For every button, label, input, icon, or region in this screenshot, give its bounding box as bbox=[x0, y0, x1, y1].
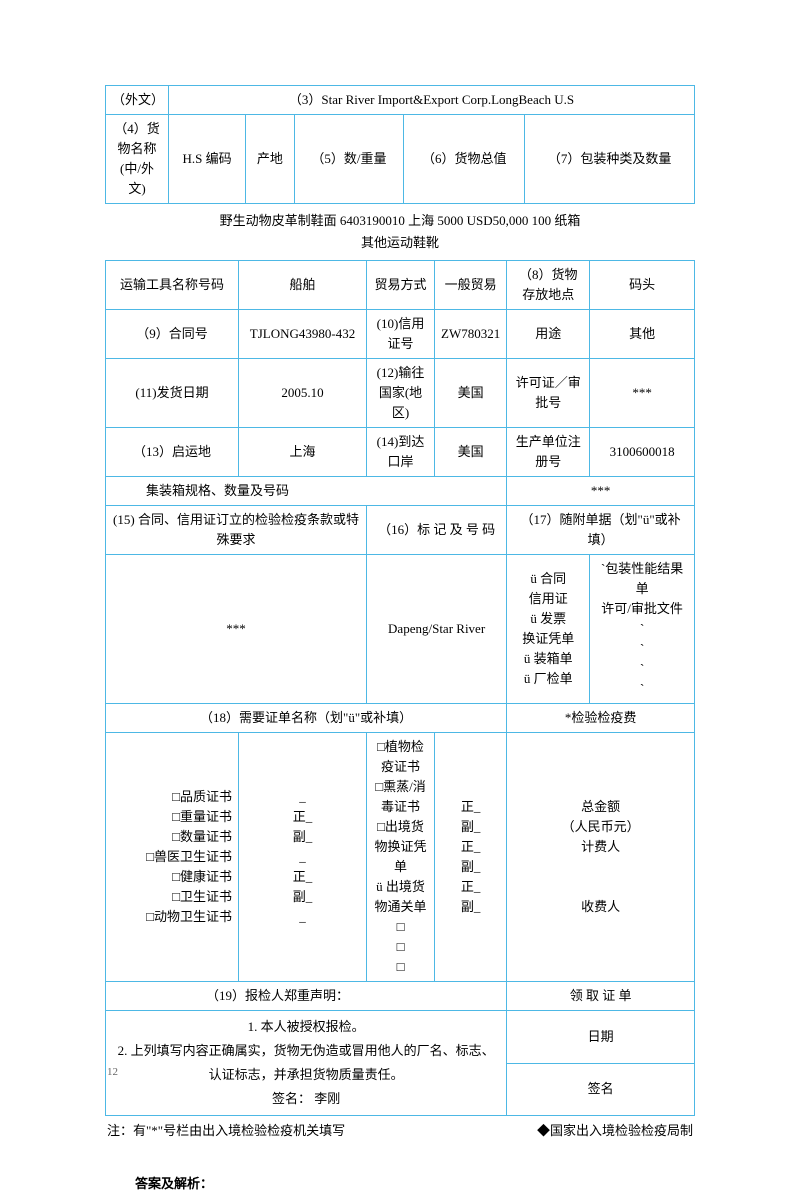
origin-port-label: （13）启运地 bbox=[106, 428, 239, 477]
page-number: 12 bbox=[107, 1066, 118, 1078]
container-label: 集装箱规格、数量及号码 bbox=[106, 477, 507, 506]
lc-value: ZW780321 bbox=[435, 310, 507, 359]
goods-description: 野生动物皮革制鞋面 6403190010 上海 5000 USD50,000 1… bbox=[105, 204, 695, 260]
cert-needed-label: （18）需要证单名称（划"ü"或补填） bbox=[106, 704, 507, 733]
form-page: （外文） （3）Star River Import&Export Corp.Lo… bbox=[105, 85, 695, 1192]
receipt-title: 领 取 证 单 bbox=[507, 982, 695, 1011]
inspection-fee-label: *检验检疫费 bbox=[507, 704, 695, 733]
permit-label: 许可证／审批号 bbox=[507, 359, 590, 428]
hdr-origin: 产地 bbox=[246, 115, 294, 204]
attachments-col2: `包装性能结果单 许可/审批文件 ` ` ` ` bbox=[590, 555, 695, 704]
lc-label: (10)信用证号 bbox=[367, 310, 435, 359]
origin-port-value: 上海 bbox=[239, 428, 367, 477]
attachments-label: （17）随附单据（划"ü"或补填） bbox=[507, 506, 695, 555]
cert-list-mid: □植物检疫证书 □熏蒸/消毒证书 □出境货物换证凭单 ü 出境货物通关单 □ □… bbox=[367, 733, 435, 982]
declaration-body: 1. 本人被授权报检。 2. 上列填写内容正确属实，货物无伪造或冒用他人的厂名、… bbox=[106, 1011, 507, 1116]
hdr-goods-name: （4）货物名称(中/外文) bbox=[106, 115, 169, 204]
answer-heading: 答案及解析： bbox=[135, 1173, 695, 1192]
contract-label: （9）合同号 bbox=[106, 310, 239, 359]
permit-value: *** bbox=[590, 359, 695, 428]
marks-value: Dapeng/Star River bbox=[367, 555, 507, 704]
cert-list-left: □品质证书 □重量证书 □数量证书 □兽医卫生证书 □健康证书 □卫生证书 □动… bbox=[106, 733, 239, 982]
marks-label: （16）标 记 及 号 码 bbox=[367, 506, 507, 555]
receipt-date-label: 日期 bbox=[507, 1011, 695, 1064]
cert-mid-marks: 正_ 副_ 正_ 副_ 正_ 副_ bbox=[435, 733, 507, 982]
ship-date-label: (11)发货日期 bbox=[106, 359, 239, 428]
use-label: 用途 bbox=[507, 310, 590, 359]
cert-left-marks: _ 正_ 副_ _ 正_ 副_ _ bbox=[239, 733, 367, 982]
transport-value: 船舶 bbox=[239, 261, 367, 310]
fee-details: 总金额 （人民币元） 计费人 收费人 bbox=[507, 733, 695, 982]
declaration-title: （19）报检人郑重声明： bbox=[106, 982, 507, 1011]
goods-line2: 其他运动鞋靴 bbox=[105, 232, 695, 254]
storage-value: 码头 bbox=[590, 261, 695, 310]
contract-terms-value: *** bbox=[106, 555, 367, 704]
arrival-port-value: 美国 bbox=[435, 428, 507, 477]
contract-value: TJLONG43980-432 bbox=[239, 310, 367, 359]
goods-line1: 野生动物皮革制鞋面 6403190010 上海 5000 USD50,000 1… bbox=[105, 210, 695, 232]
container-value: *** bbox=[507, 477, 695, 506]
hdr-package: （7）包装种类及数量 bbox=[525, 115, 695, 204]
hdr-value: （6）货物总值 bbox=[404, 115, 525, 204]
main-table: （外文） （3）Star River Import&Export Corp.Lo… bbox=[105, 85, 695, 204]
hdr-qty: （5）数/重量 bbox=[294, 115, 404, 204]
producer-reg-label: 生产单位注册号 bbox=[507, 428, 590, 477]
arrival-port-label: (14)到达口岸 bbox=[367, 428, 435, 477]
trade-mode-label: 贸易方式 bbox=[367, 261, 435, 310]
transport-label: 运输工具名称号码 bbox=[106, 261, 239, 310]
form-footer: 注：有"*"号栏由出入境检验检疫机关填写 ◆国家出入境检验检疫局制 bbox=[105, 1116, 695, 1143]
use-value: 其他 bbox=[590, 310, 695, 359]
trade-mode-value: 一般贸易 bbox=[435, 261, 507, 310]
storage-label: （8）货物存放地点 bbox=[507, 261, 590, 310]
hdr-hs-code: H.S 编码 bbox=[169, 115, 246, 204]
attachments-col1: ü 合同 信用证 ü 发票 换证凭单 ü 装箱单 ü 厂检单 bbox=[507, 555, 590, 704]
producer-reg-value: 3100600018 bbox=[590, 428, 695, 477]
foreign-lang-label: （外文） bbox=[106, 86, 169, 115]
contract-terms-label: (15) 合同、信用证订立的检验检疫条款或特殊要求 bbox=[106, 506, 367, 555]
receipt-sign-label: 签名 bbox=[507, 1063, 695, 1116]
ship-date-value: 2005.10 bbox=[239, 359, 367, 428]
dest-country-label: (12)输往国家(地区) bbox=[367, 359, 435, 428]
row3-importer: （3）Star River Import&Export Corp.LongBea… bbox=[169, 86, 695, 115]
dest-country-value: 美国 bbox=[435, 359, 507, 428]
details-table: 运输工具名称号码 船舶 贸易方式 一般贸易 （8）货物存放地点 码头 （9）合同… bbox=[105, 260, 695, 1116]
